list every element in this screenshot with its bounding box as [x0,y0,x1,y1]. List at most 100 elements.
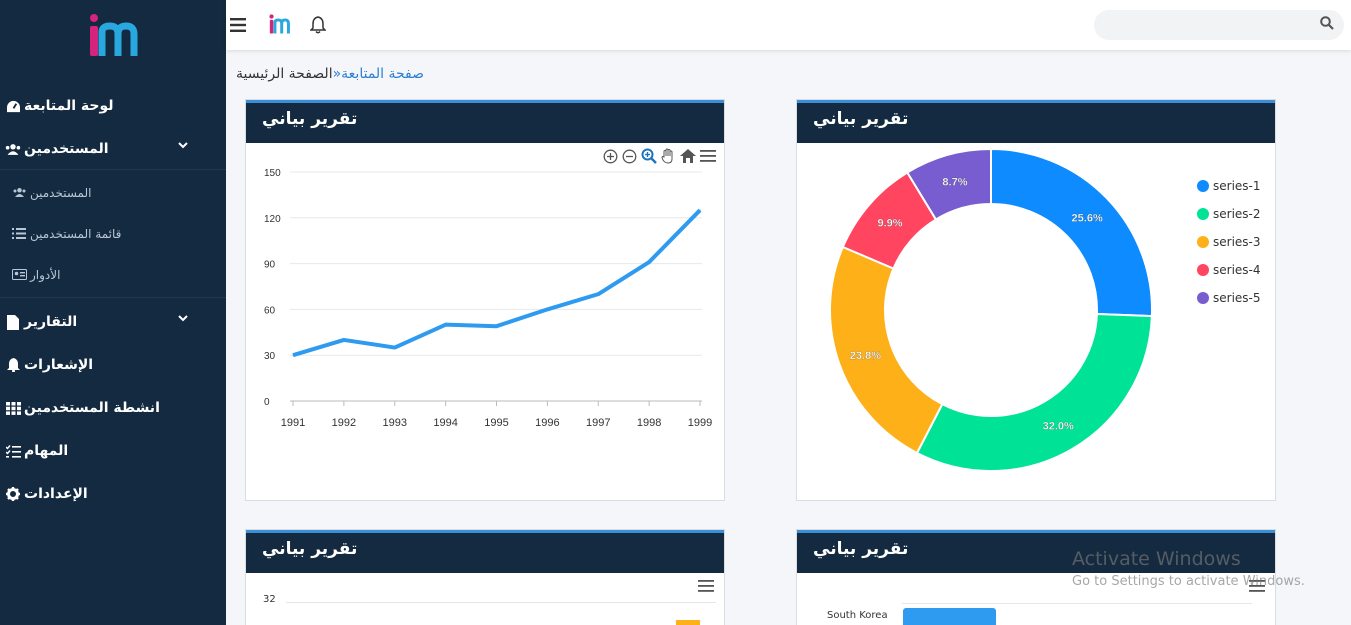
y-tick-label: 120 [264,214,281,225]
chart-menu-icon[interactable] [1249,580,1265,592]
pie-slice [990,147,1153,318]
tasks-icon [4,444,22,458]
chart-menu-icon[interactable] [700,150,716,162]
sidebar: لوحة المتابعة المستخدمين المستخدمين قائم… [0,0,226,625]
legend-marker [1197,292,1209,304]
x-tick-label: 1997 [586,417,610,429]
topbar [226,0,1351,50]
chart-toolbar [603,148,716,164]
bell-icon[interactable] [310,16,326,34]
legend-label: series-5 [1213,291,1261,305]
sidebar-item-label: قائمة المستخدمين [30,226,122,241]
sidebar-item-users[interactable]: المستخدمين [0,131,226,167]
pie-slice [915,312,1153,472]
bar [903,608,996,625]
hamburger-menu-icon[interactable] [230,18,246,32]
id-card-icon [10,269,28,280]
horizontal-bar-chart-card: تقرير بياني South Korea [796,529,1276,625]
sidebar-item-settings[interactable]: الإعدادات [0,476,226,512]
sidebar-item-user-activities[interactable]: انشطة المستخدمين [0,390,226,426]
data-point [445,324,447,326]
x-tick-label: 1994 [433,417,457,429]
list-icon [10,228,28,239]
gear-icon [4,487,22,501]
reset-home-icon[interactable] [680,149,696,163]
breadcrumb-home[interactable]: الصفحة الرئيسية [236,66,333,82]
data-point [343,339,345,341]
legend-marker [1197,236,1209,248]
sidebar-nav: لوحة المتابعة المستخدمين المستخدمين قائم… [0,88,226,512]
grid-icon [4,401,22,415]
slice-data-label: 8.7% [942,176,967,188]
slice-data-label: 32.0% [1043,420,1074,432]
y-tick-label: 60 [264,305,276,316]
activation-watermark-subtitle: Go to Settings to activate Windows. [1072,574,1305,589]
x-tick-label: 1991 [281,417,305,429]
zoom-out-icon[interactable] [622,149,637,164]
line-chart: 0 30 60 90 120 150 1991 1992 1993 1994 1995 1996 199… [264,168,712,429]
app-logo[interactable] [88,12,140,64]
legend-item[interactable]: series-3 [1197,228,1261,256]
y-tick-label: 150 [264,168,281,179]
zoom-in-icon[interactable] [603,149,618,164]
legend-item[interactable]: series-2 [1197,200,1261,228]
data-point [394,347,396,349]
sidebar-item-label: المستخدمين [24,141,109,157]
divider [0,297,226,298]
pie-slice [829,245,944,455]
search-input[interactable] [1094,10,1344,40]
x-tick-label: 1999 [688,417,712,429]
sidebar-item-dashboard[interactable]: لوحة المتابعة [0,88,226,124]
sidebar-subitem-users[interactable]: المستخدمين [0,172,226,213]
activation-watermark-title: Activate Windows [1072,548,1241,570]
data-point [597,293,599,295]
users-icon [10,187,28,198]
legend-item[interactable]: series-1 [1197,172,1261,200]
bell-icon [4,358,22,372]
file-icon [4,314,22,330]
search-icon[interactable] [1320,16,1334,30]
legend-item[interactable]: series-5 [1197,284,1261,312]
sidebar-item-label: التقارير [24,314,78,330]
line-chart-card: تقرير بياني 0 30 60 90 120 150 1991 1992 1993 199… [245,99,725,501]
sidebar-item-reports[interactable]: التقارير [0,304,226,340]
donut-chart-card: تقرير بياني 25.6% 32.0% 23.8% 9.9% 8.7% seri… [796,99,1276,501]
chart-legend: series-1 series-2 series-3 series-4 seri… [1197,172,1261,312]
legend-label: series-2 [1213,207,1261,221]
sidebar-subitem-user-list[interactable]: قائمة المستخدمين [0,213,226,254]
card-title: تقرير بياني [246,530,724,573]
sidebar-item-notifications[interactable]: الإشعارات [0,347,226,383]
data-point [546,308,548,310]
sidebar-item-tasks[interactable]: المهام [0,433,226,469]
data-point [699,209,701,211]
legend-label: series-4 [1213,263,1261,277]
y-tick-label: 90 [264,260,276,271]
legend-marker [1197,208,1209,220]
legend-marker [1197,180,1209,192]
x-tick-label: 1992 [332,417,356,429]
y-tick-label: 0 [264,397,270,408]
pan-hand-icon[interactable] [661,148,676,164]
category-label: South Korea [827,610,888,621]
sidebar-item-label: المستخدمين [30,185,92,200]
app-logo-small[interactable] [268,14,292,36]
x-tick-label: 1996 [535,417,559,429]
chevron-down-icon[interactable] [178,141,188,149]
breadcrumb-separator: « [332,66,342,82]
chart-menu-icon[interactable] [698,580,714,592]
sidebar-item-label: الأدوار [30,267,61,282]
legend-label: series-3 [1213,235,1261,249]
zoom-selection-icon[interactable] [641,148,657,164]
breadcrumb: صفحة المتابعة«الصفحة الرئيسية [236,66,424,82]
slice-data-label: 25.6% [1072,212,1103,224]
series-line [292,208,702,358]
chevron-down-icon[interactable] [178,314,188,322]
gridline [902,603,1252,604]
legend-item[interactable]: series-4 [1197,256,1261,284]
divider [0,169,226,170]
x-tick-label: 1993 [383,417,407,429]
pie-slice [905,147,992,221]
sidebar-subitem-roles[interactable]: الأدوار [0,254,226,295]
sidebar-item-label: المهام [24,443,69,459]
breadcrumb-current[interactable]: صفحة المتابعة [341,66,425,82]
